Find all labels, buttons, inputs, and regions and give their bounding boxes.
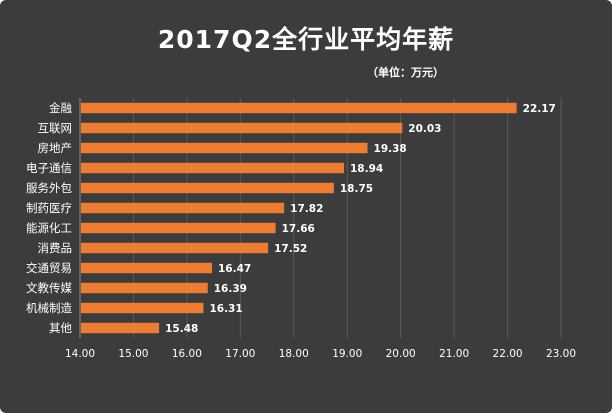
category-label: 消费品 [38, 241, 73, 255]
chart-unit-note: （单位：万元） [367, 66, 444, 79]
bar [81, 322, 160, 334]
x-tick-label: 14.00 [65, 348, 95, 360]
value-label: 18.75 [340, 183, 373, 195]
value-label: 22.17 [523, 103, 556, 115]
value-label: 17.52 [274, 243, 307, 255]
value-label: 17.66 [282, 223, 315, 235]
bar [81, 122, 403, 134]
value-label: 19.38 [374, 143, 407, 155]
category-label: 能源化工 [26, 221, 72, 235]
bar [81, 242, 269, 254]
value-label: 16.39 [214, 283, 247, 295]
category-label: 交通贸易 [26, 261, 72, 275]
category-label: 文教传媒 [26, 281, 72, 295]
value-label: 16.47 [218, 263, 251, 275]
x-tick-label: 17.00 [225, 348, 255, 360]
x-tick-label: 23.00 [546, 348, 576, 360]
x-tick-label: 22.00 [493, 348, 523, 360]
value-label: 17.82 [290, 203, 323, 215]
value-label: 15.48 [165, 323, 198, 335]
category-label: 其他 [49, 321, 72, 335]
category-label: 金融 [49, 101, 72, 115]
x-tick-label: 15.00 [118, 348, 148, 360]
value-label: 20.03 [408, 123, 441, 135]
bar [81, 302, 204, 314]
category-label: 机械制造 [26, 301, 72, 315]
value-label: 18.94 [350, 163, 383, 175]
bar [81, 102, 517, 114]
category-label: 房地产 [38, 141, 73, 155]
category-label: 制药医疗 [26, 201, 72, 215]
bar [81, 282, 208, 294]
chart-title: 2017Q2全行业平均年薪 [157, 25, 455, 54]
category-label: 互联网 [38, 121, 73, 135]
x-tick-label: 20.00 [386, 348, 416, 360]
bar [81, 222, 276, 234]
bar [81, 142, 368, 154]
category-label: 电子通信 [26, 161, 72, 175]
bar [81, 262, 213, 274]
x-tick-label: 21.00 [439, 348, 469, 360]
x-tick-label: 18.00 [279, 348, 309, 360]
x-tick-label: 19.00 [332, 348, 362, 360]
bar [81, 182, 334, 194]
category-label: 服务外包 [26, 181, 72, 195]
x-tick-label: 16.00 [172, 348, 202, 360]
bar [81, 162, 345, 174]
bar [81, 202, 285, 214]
value-label: 16.31 [209, 303, 242, 315]
